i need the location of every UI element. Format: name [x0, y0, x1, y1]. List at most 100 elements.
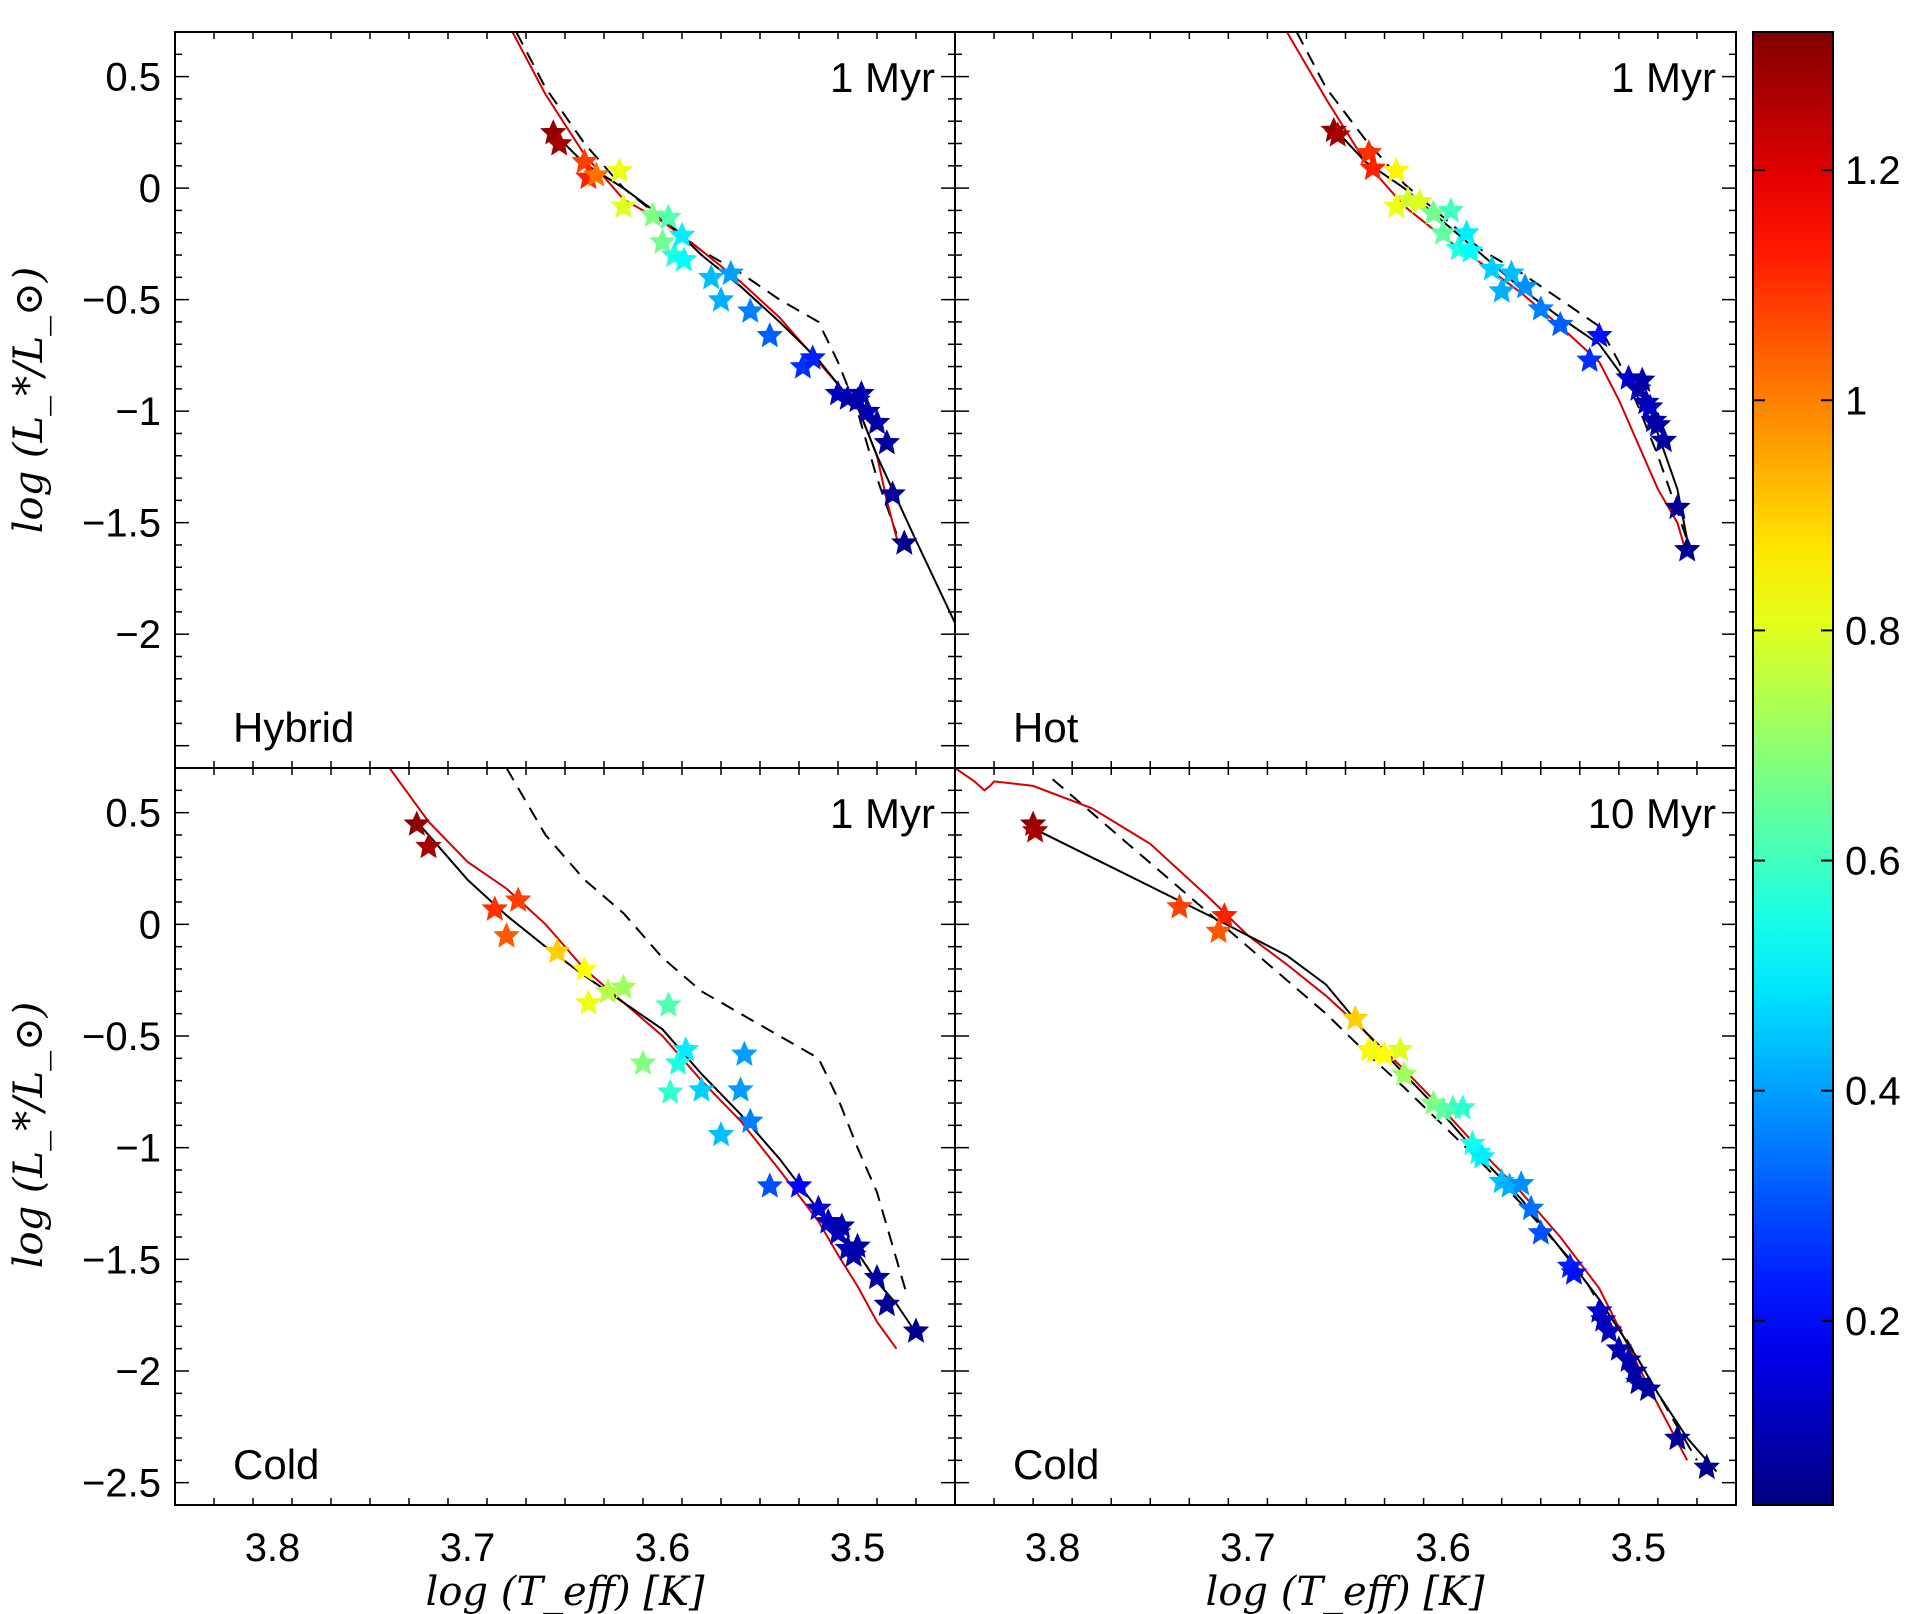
- star-marker: [1449, 1094, 1476, 1120]
- star-marker: [543, 937, 571, 964]
- x-tick-label: 3.7: [1220, 1526, 1276, 1570]
- y-tick-label: −1.5: [82, 1238, 161, 1282]
- star-marker: [493, 922, 520, 948]
- panel-age-label: 1 Myr: [830, 54, 935, 101]
- star-marker: [1468, 1143, 1496, 1169]
- star-marker: [668, 221, 696, 248]
- panel-model-label: Hybrid: [233, 704, 354, 751]
- star-marker: [1457, 237, 1484, 263]
- star-marker: [688, 1076, 715, 1102]
- star-marker: [1507, 1170, 1535, 1196]
- x-tick-label: 3.8: [245, 1526, 301, 1570]
- star-marker: [481, 895, 509, 921]
- star-marker: [873, 1290, 901, 1317]
- star-marker: [717, 259, 745, 285]
- star-marker: [1650, 426, 1678, 453]
- star-marker: [805, 1194, 832, 1221]
- y-tick-label: 0: [139, 167, 161, 211]
- star-marker: [1673, 536, 1701, 562]
- star-marker: [664, 1049, 692, 1075]
- star-marker: [1021, 817, 1049, 843]
- star-marker: [727, 1076, 754, 1102]
- star-marker: [571, 148, 598, 174]
- panel-age-label: 1 Myr: [1611, 54, 1716, 101]
- red-isochrone: [1286, 32, 1687, 550]
- star-marker: [545, 130, 573, 156]
- star-marker: [1406, 188, 1433, 214]
- colorbar-tick-label: 0.6: [1845, 840, 1901, 884]
- y-tick-label: 0.5: [105, 56, 161, 100]
- colorbar-ticks: 0.2 0.4 0.6 0.8 1 1.2: [1753, 149, 1901, 1344]
- star-marker: [1488, 277, 1515, 303]
- star-marker: [1664, 1424, 1691, 1451]
- star-marker: [1355, 139, 1383, 165]
- star-marker: [697, 264, 725, 290]
- star-marker: [854, 397, 881, 424]
- star-marker: [610, 192, 637, 219]
- colorbar-gradient: [1752, 31, 1834, 1506]
- y-tick-label: −2: [115, 1350, 161, 1394]
- star-marker: [1634, 1375, 1662, 1401]
- plot-area: [388, 768, 930, 1350]
- y-tick-label: −1.5: [82, 502, 161, 546]
- star-marker: [873, 429, 901, 455]
- panel-model-label: Hot: [1013, 704, 1079, 751]
- panel-frame: [954, 767, 1737, 1506]
- star-marker: [1576, 346, 1603, 372]
- plot-area: [955, 768, 1720, 1480]
- star-marker: [1359, 154, 1387, 181]
- x-tick-label: 3.7: [440, 1526, 496, 1570]
- panel-age-label: 1 Myr: [830, 790, 935, 837]
- star-marker: [1615, 364, 1642, 390]
- star-marker: [1560, 1259, 1588, 1285]
- y-tick-label: −2: [115, 613, 161, 657]
- star-marker: [863, 409, 891, 435]
- star-marker: [1586, 322, 1613, 348]
- dashed-isochrone: [505, 768, 908, 1294]
- colorbar: 0.2 0.4 0.6 0.8 1 1.2: [1752, 31, 1901, 1506]
- panel-tl: 0.5 0 −0.5 −1 −1.5 −2 1 Myr Hybrid: [82, 31, 956, 769]
- x-axis-label-left: log (T_eff) [K]: [426, 1569, 705, 1614]
- star-marker: [639, 201, 667, 227]
- star-marker: [1342, 1004, 1369, 1031]
- panel-model-label: Cold: [1013, 1441, 1099, 1488]
- star-marker: [879, 480, 906, 506]
- star-marker: [707, 286, 735, 312]
- y-tick-label: −1: [115, 390, 161, 434]
- x-tick-label: 3.6: [1415, 1526, 1471, 1570]
- star-marker: [731, 1040, 758, 1066]
- x-axis-label-right: log (T_eff) [K]: [1206, 1569, 1485, 1614]
- star-marker: [1693, 1453, 1720, 1480]
- star-marker: [657, 1078, 684, 1104]
- star-marker: [737, 297, 764, 323]
- star-marker: [672, 1036, 700, 1062]
- panels-layer: 0.5 0 −0.5 −1 −1.5 −2 1 Myr Hybrid 1 Myr Hot 0.5 0 −…: [82, 31, 1737, 1570]
- red-isochrone: [955, 768, 1689, 1461]
- star-marker: [844, 1232, 871, 1258]
- star-marker: [737, 1107, 764, 1133]
- star-marker: [1205, 917, 1232, 944]
- dashed-isochrone: [1295, 32, 1689, 541]
- y-tick-label: −0.5: [82, 1015, 161, 1059]
- star-marker: [670, 246, 698, 272]
- star-marker: [571, 955, 598, 982]
- black-isochrone: [418, 823, 917, 1334]
- panel-age-label: 10 Myr: [1588, 790, 1716, 837]
- star-marker: [1595, 1317, 1623, 1343]
- star-marker: [1517, 1194, 1545, 1221]
- star-marker: [756, 322, 784, 348]
- star-marker: [403, 810, 431, 836]
- dashed-isochrone: [1051, 778, 1698, 1461]
- y-tick-label: −1: [115, 1127, 161, 1171]
- star-marker: [1437, 197, 1465, 223]
- panel-bl: 0.5 0 −0.5 −1 −1.5 −2 −2.5 3.8 3.7 3.6 3.5 1 Myr Col…: [82, 767, 956, 1570]
- star-marker: [606, 157, 633, 183]
- star-marker: [1605, 1335, 1633, 1361]
- panel-tr: 1 Myr Hot: [954, 31, 1737, 769]
- star-marker: [1664, 493, 1691, 520]
- y-tick-label: −2.5: [82, 1462, 161, 1506]
- panel-frame: [174, 767, 956, 1506]
- plot-area: [511, 32, 955, 624]
- star-marker: [1629, 366, 1656, 392]
